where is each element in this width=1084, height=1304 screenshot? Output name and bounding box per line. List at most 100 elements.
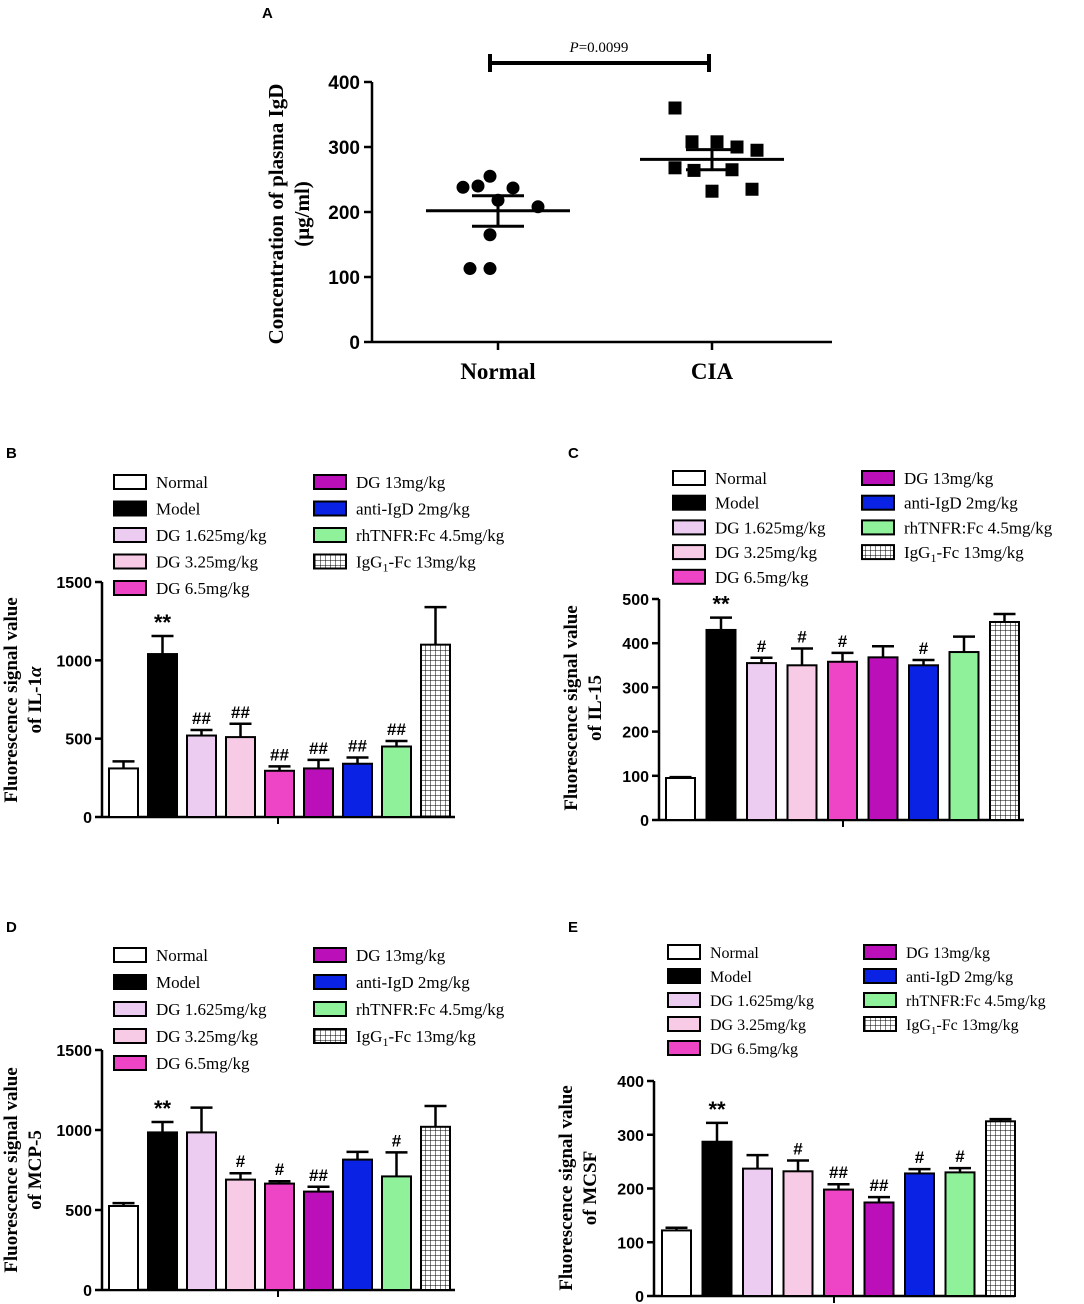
panel-a-point [710, 135, 724, 149]
panel-e-bar-chart: 0 100 200 300 400 Fluorescence signal value of… [556, 944, 1046, 1304]
panel-b-legend-label-antiIgD: anti-IgD 2mg/kg [356, 500, 470, 519]
panel-b-bar-dg325 [225, 736, 256, 818]
panel-a-scatter: 0 100 200 300 400 Normal CIA Concentration of … [264, 40, 832, 384]
panel-e-significance: # [793, 1140, 803, 1159]
panel-b-ylabel: Fluorescence signal value [1, 597, 22, 802]
panel-d-bar-dg325 [225, 1178, 256, 1291]
panel-c-bar-rhTNFR [948, 651, 980, 821]
panel-e-significance: # [955, 1147, 965, 1166]
panel-d-bar-dg13 [303, 1190, 334, 1291]
panel-e-legend-swatch-dg65 [667, 1040, 701, 1056]
panel-c-ylabel-2-text: of IL-15 [585, 675, 606, 741]
panel-b-legend-label-dg1625: DG 1.625mg/kg [156, 526, 267, 545]
legend-label-sub: 1 [382, 1035, 388, 1049]
panel-a-y-tick-label: 200 [328, 203, 360, 224]
panel-b-legend-swatch-antiIgD [313, 500, 347, 517]
panel-d-legend-swatch-rhTNFR [313, 1001, 347, 1017]
panel-e-legend-label-normal: Normal [710, 945, 759, 962]
panel-d-significance: ** [154, 1096, 172, 1121]
panel-e-legend-swatch-igg [863, 1016, 897, 1032]
panel-label-d: D [6, 919, 17, 936]
panel-e-y-tick-label: 0 [635, 1289, 644, 1304]
panel-d-y-tick-label: 1000 [56, 1123, 92, 1140]
legend-label-prefix: IgG [906, 1017, 931, 1034]
legend-label-sub: 1 [930, 551, 936, 565]
panel-e-legend-label-igg: IgG1-Fc 13mg/kg [906, 1017, 1019, 1037]
panel-b-significance: ## [231, 703, 250, 722]
panel-b-bar-rhTNFR [381, 745, 412, 818]
panel-c-y-tick-label: 300 [622, 680, 649, 697]
panel-d-legend-label-rhTNFR: rhTNFR:Fc 4.5mg/kg [356, 1000, 505, 1019]
panel-d-legend-label-dg1625: DG 1.625mg/kg [156, 1000, 267, 1019]
panel-d-significance: # [236, 1152, 246, 1171]
panel-e-bar-normal [661, 1229, 692, 1298]
panel-a-x-tick-label: Normal [460, 359, 535, 384]
panel-a-ylabel: Concentration of plasma IgD [264, 84, 288, 345]
panel-e-y-tick-label: 200 [617, 1182, 644, 1199]
panel-b-bar-chart: 0 500 1000 1500 Fluorescence signal value of … [1, 473, 505, 827]
panel-b-legend-swatch-rhTNFR [313, 527, 347, 543]
panel-e-legend-label-dg1625: DG 1.625mg/kg [710, 993, 814, 1010]
panel-c-legend-swatch-dg325 [672, 544, 706, 561]
panel-e-bar-dg13 [863, 1201, 895, 1297]
panel-a-point [685, 135, 699, 149]
panel-c-bar-dg1625 [746, 662, 777, 822]
panel-b-legend-swatch-igg [313, 553, 347, 570]
panel-e-bar-model [701, 1140, 733, 1298]
legend-label-suffix: -Fc 13mg/kg [388, 553, 476, 572]
panel-e-legend-swatch-dg13 [863, 944, 897, 960]
panel-a-y-tick-label: 300 [328, 138, 360, 159]
panel-a-pvalue: P=0.0099 [569, 40, 629, 56]
panel-e-bar-dg65 [823, 1188, 854, 1297]
panel-label-c: C [568, 445, 579, 462]
panel-b-ylabel-2: of IL-1α [25, 666, 46, 733]
panel-d-bar-model [147, 1131, 178, 1292]
panel-c-ylabel: Fluorescence signal value [561, 605, 582, 810]
legend-label-sub: 1 [931, 1025, 937, 1037]
panel-e-legend-swatch-model [667, 968, 701, 984]
panel-b-legend-swatch-dg325 [113, 553, 147, 570]
panel-a-axes: 0 100 200 300 400 Normal CIA [328, 73, 832, 384]
panel-b-legend-label-dg13: DG 13mg/kg [356, 473, 446, 492]
panel-b-bar-antiIgD [342, 762, 373, 819]
panel-e-significance: ** [708, 1097, 726, 1122]
legend-label-prefix: IgG [356, 553, 382, 572]
panel-c-y-tick-label: 400 [622, 636, 649, 653]
panel-a-point [471, 179, 485, 193]
legend-label-suffix: -Fc 13mg/kg [388, 1027, 476, 1046]
panel-d-ylabel-2-text: of MCP-5 [25, 1130, 46, 1210]
panel-c-legend-swatch-antiIgD [861, 494, 895, 511]
panel-a-point [463, 262, 477, 276]
panel-label-e: E [568, 919, 578, 936]
panel-e-bar-rhTNFR [944, 1171, 976, 1297]
panel-e-legend-swatch-antiIgD [863, 968, 897, 984]
panel-c-legend-label-dg325: DG 3.25mg/kg [715, 543, 818, 562]
panel-b-legend-label-model: Model [156, 500, 201, 519]
panel-c-y-tick-label: 0 [640, 813, 649, 830]
legend-label-suffix: -Fc 13mg/kg [936, 543, 1024, 562]
panel-a-marks [426, 54, 784, 276]
panel-d-ylabel-2: of MCP-5 [25, 1130, 46, 1210]
panel-b-significance: ## [348, 736, 367, 755]
panel-d-y-tick-label: 1500 [56, 1043, 92, 1060]
panel-c-bar-antiIgD [908, 664, 939, 821]
panel-d-significance: ## [309, 1166, 328, 1185]
panel-b-ylabel-2-italic: α [25, 666, 46, 677]
panel-b-legend-label-rhTNFR: rhTNFR:Fc 4.5mg/kg [356, 526, 505, 545]
panel-c-legend-swatch-dg65 [672, 568, 706, 585]
panel-b-legend-label-igg: IgG1-Fc 13mg/kg [356, 553, 476, 575]
panel-a-y-tick-label: 100 [328, 268, 360, 289]
panel-b-significance: ## [387, 720, 406, 739]
panel-c-bar-dg13 [867, 656, 899, 821]
panel-b-legend-label-dg325: DG 3.25mg/kg [156, 553, 259, 572]
panel-a-x-tick-label: CIA [691, 359, 734, 384]
panel-c-ylabel-2: of IL-15 [585, 675, 606, 741]
panel-a-point [506, 181, 520, 195]
panel-a-point [730, 140, 744, 154]
panel-c-legend-label-antiIgD: anti-IgD 2mg/kg [904, 494, 1018, 513]
panel-b-legend-swatch-dg65 [113, 580, 147, 596]
panel-c-bar-chart: 0 100 200 300 400 500 Fluorescence signal valu… [561, 469, 1053, 830]
panel-b-ylabel-2-text: of IL-1 [25, 677, 46, 733]
panel-e-significance: ## [829, 1163, 848, 1182]
